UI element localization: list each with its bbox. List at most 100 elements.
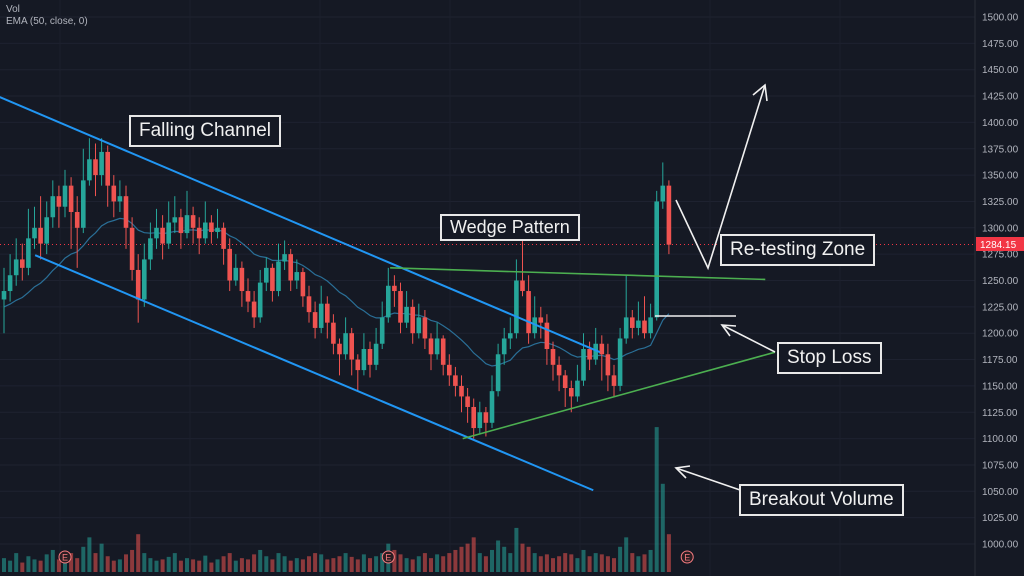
candle-body	[32, 227, 37, 239]
volume-bar	[416, 556, 421, 572]
volume-bar	[93, 553, 98, 572]
candle-body	[129, 227, 135, 270]
candle-body	[605, 354, 611, 376]
volume-bar	[648, 549, 653, 572]
y-tick-label: 1500.00	[982, 13, 1019, 24]
volume-bar	[44, 554, 49, 572]
volume-bar	[618, 546, 623, 572]
y-tick-label: 1375.00	[982, 144, 1019, 155]
retest-arrow-head	[752, 83, 768, 102]
candle-body	[215, 227, 220, 233]
candle-body	[514, 280, 519, 334]
candle-body	[184, 215, 190, 234]
candle-body	[288, 254, 293, 281]
volume-bar	[343, 553, 348, 572]
candle-body	[209, 222, 214, 233]
volume-bar	[349, 556, 354, 572]
price-axis[interactable]: 1500.00 1475.00 1450.00 1425.00 1400.00 1375.…	[974, 0, 1019, 576]
volume-bar	[666, 534, 671, 572]
earnings-event-label: E	[385, 553, 391, 563]
trendlines	[0, 96, 776, 492]
volume-bar	[209, 562, 214, 572]
candle-body	[251, 301, 257, 318]
volume-bar	[172, 553, 177, 572]
volume-bar	[63, 556, 67, 572]
earnings-event-icon[interactable]	[680, 550, 694, 564]
volume-bar	[490, 549, 494, 572]
volume-bar	[319, 554, 324, 572]
candle-body	[623, 317, 629, 339]
volume-bar	[258, 549, 263, 572]
volume-bar	[599, 554, 604, 572]
volume-bar	[483, 556, 488, 572]
candle-body	[379, 317, 385, 344]
candle-body	[483, 412, 489, 423]
candle-body	[166, 222, 171, 244]
volume-bar	[69, 553, 74, 572]
candle-body	[593, 343, 598, 360]
candle-body	[68, 185, 74, 212]
volume-bar	[496, 540, 501, 572]
volume-bar	[50, 549, 55, 572]
volume-bar	[105, 556, 110, 572]
volume-bar	[227, 553, 232, 572]
earnings-event-icon[interactable]	[381, 550, 395, 564]
volume-bar	[526, 546, 531, 572]
candle-body	[276, 261, 281, 292]
stop-loss-label: Stop Loss	[777, 342, 882, 374]
volume-bar	[459, 546, 464, 572]
candle-body	[294, 272, 300, 281]
y-tick-label: 1450.00	[982, 65, 1019, 76]
volume-bar	[2, 558, 6, 572]
volume-bar	[612, 558, 616, 572]
candle-body	[587, 349, 592, 360]
candle-body	[306, 296, 312, 313]
volume-bar	[117, 559, 122, 572]
volume-bar	[166, 556, 171, 572]
candle-body	[264, 267, 269, 283]
candle-body	[56, 196, 62, 207]
volume-bar	[130, 549, 135, 572]
volume-bar	[575, 558, 580, 572]
wedge-upper-line	[390, 267, 766, 281]
candle-body	[74, 211, 80, 228]
retesting-zone-label: Re-testing Zone	[720, 234, 876, 266]
volume-bar	[435, 554, 440, 572]
candle-body	[44, 217, 49, 244]
volume-bar	[325, 559, 330, 572]
channel-upper-line	[0, 96, 601, 354]
legend-vol: Vol	[6, 4, 20, 15]
candle-body	[398, 291, 403, 323]
candle-body	[331, 322, 336, 344]
earnings-event-icon[interactable]	[58, 550, 72, 564]
candle-body	[459, 385, 464, 397]
volume-bar	[538, 556, 543, 572]
wedge-pattern-label: Wedge Pattern	[440, 214, 580, 241]
volume-bar	[87, 537, 92, 572]
candle-body	[501, 338, 507, 355]
candle-body	[81, 180, 86, 228]
volume-bar	[544, 554, 549, 572]
candle-body	[245, 291, 251, 302]
candle-body	[154, 227, 159, 239]
volume-bar	[429, 558, 433, 572]
earnings-event-label: E	[62, 553, 68, 563]
volume-bar	[215, 559, 220, 572]
volume-bar	[605, 556, 610, 572]
candle-body	[105, 151, 110, 186]
candle-body	[386, 285, 391, 318]
volume-bar	[514, 527, 519, 572]
volume-bar	[20, 562, 25, 572]
annotation-arrows	[655, 83, 776, 491]
candle-body	[666, 185, 672, 245]
candle-body	[257, 282, 263, 318]
volume-bars	[2, 427, 671, 572]
candle-body	[355, 359, 361, 371]
candle-body	[636, 320, 641, 328]
volume-bar	[81, 546, 86, 572]
candle-body	[196, 227, 202, 239]
volume-bar	[270, 559, 275, 572]
falling-channel-label: Falling Channel	[129, 115, 282, 147]
